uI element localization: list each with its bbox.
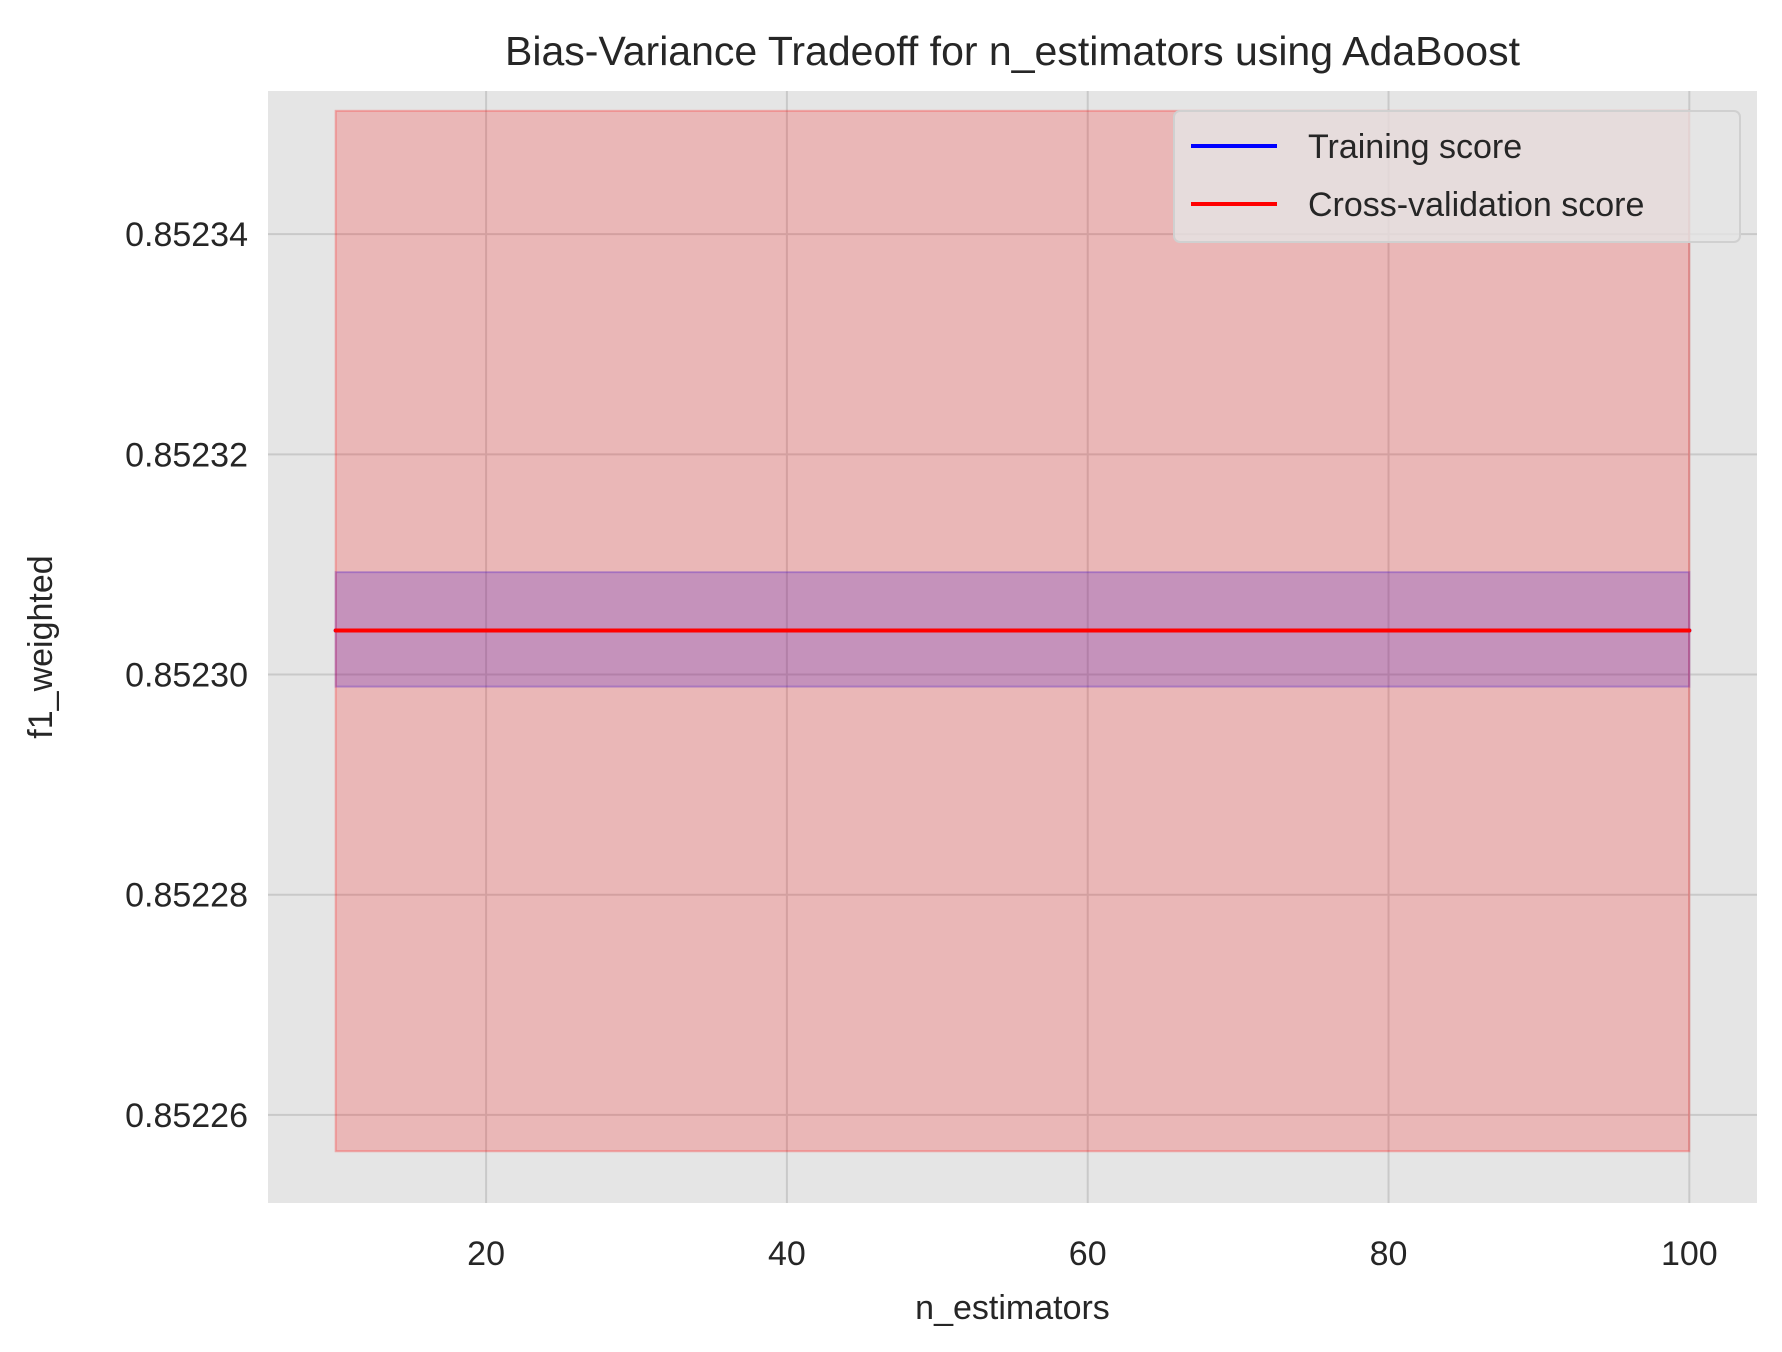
x-axis-ticks: 20 40 60 80 100: [467, 1235, 1718, 1273]
x-tick-label: 100: [1661, 1235, 1718, 1273]
chart-title: Bias-Variance Tradeoff for n_estimators …: [505, 28, 1521, 74]
y-tick-label: 0.85230: [125, 657, 248, 695]
y-axis-label: f1_weighted: [22, 555, 60, 738]
y-tick-label: 0.85232: [125, 436, 248, 474]
y-tick-label: 0.85234: [125, 216, 248, 254]
x-axis-label: n_estimators: [915, 1289, 1110, 1327]
legend-box: [1173, 110, 1741, 243]
plot-area: [268, 91, 1757, 1203]
legend-label: Training score: [1308, 128, 1522, 166]
x-tick-label: 80: [1370, 1235, 1408, 1273]
y-tick-label: 0.85228: [125, 877, 248, 915]
legend-label: Cross-validation score: [1308, 186, 1644, 224]
grid: [268, 91, 1757, 1203]
x-tick-label: 40: [768, 1235, 806, 1273]
y-axis-ticks: 0.85226 0.85228 0.85230 0.85232 0.85234: [125, 216, 248, 1135]
y-tick-label: 0.85226: [125, 1097, 248, 1135]
x-tick-label: 20: [467, 1235, 505, 1273]
x-tick-label: 60: [1069, 1235, 1107, 1273]
legend: Training score Cross-validation score: [1173, 110, 1741, 243]
